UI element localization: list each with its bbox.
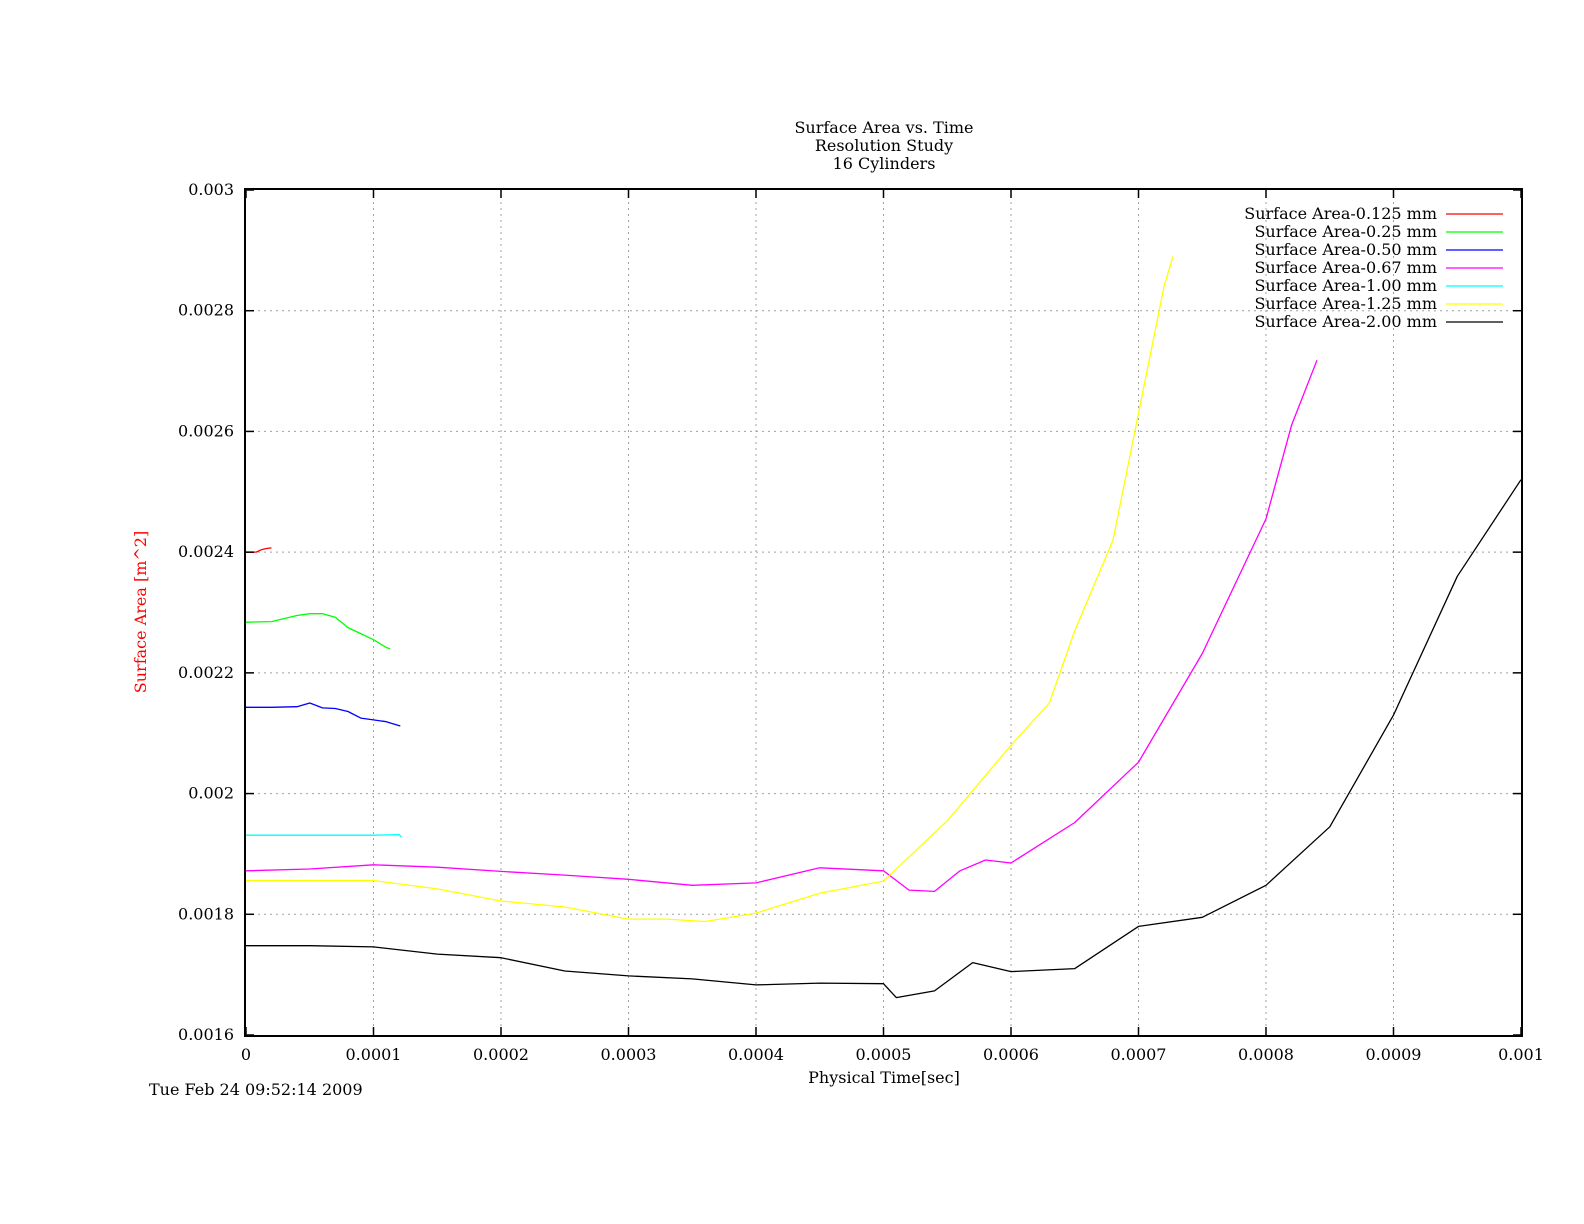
x-tick-label: 0.0002	[473, 1045, 529, 1064]
legend-entry-label: Surface Area-1.25 mm	[1254, 294, 1437, 313]
series-line-5	[246, 833, 402, 838]
timestamp: Tue Feb 24 09:52:14 2009	[149, 1080, 363, 1099]
legend-entry-label: Surface Area-1.00 mm	[1254, 276, 1437, 295]
series-line-7	[246, 479, 1522, 999]
y-tick-label: 0.0026	[178, 421, 234, 440]
x-tick-label: 0.0007	[1111, 1045, 1167, 1064]
x-tick-label: 0.0001	[346, 1045, 402, 1064]
legend-entry-label: Surface Area-0.50 mm	[1254, 240, 1437, 259]
chart-title-line-1: Surface Area vs. Time	[794, 118, 973, 137]
y-axis-label: Surface Area [m^2]	[131, 531, 150, 693]
legend-entry-label: Surface Area-0.25 mm	[1254, 222, 1437, 241]
x-tick-label: 0.0009	[1366, 1045, 1422, 1064]
x-axis-label: Physical Time[sec]	[808, 1068, 960, 1087]
series-line-6	[246, 256, 1174, 923]
x-tick-label: 0.0005	[856, 1045, 912, 1064]
y-tick-label: 0.002	[188, 784, 234, 803]
y-tick-label: 0.003	[188, 180, 234, 199]
tick-labels: 0 0.0001 0.0002 0.0003 0.0004 0.0005 0.0006 0.0…	[178, 180, 1544, 1064]
series-line-2	[245, 613, 391, 650]
y-tick-label: 0.0022	[178, 663, 234, 682]
plot-frame	[244, 188, 1523, 1037]
x-tick-label: 0.0004	[728, 1045, 784, 1064]
grid-lines	[246, 190, 1521, 1035]
y-tick-label: 0.0016	[178, 1025, 234, 1044]
chart-title-line-3: 16 Cylinders	[833, 154, 936, 173]
series-line-4	[245, 359, 1318, 893]
tick-marks	[245, 189, 1522, 1036]
y-tick-label: 0.0024	[178, 542, 234, 561]
x-tick-label: 0.0008	[1238, 1045, 1294, 1064]
x-tick-label: 0	[241, 1045, 251, 1064]
y-tick-label: 0.0028	[178, 301, 234, 320]
x-tick-label: 0.0003	[601, 1045, 657, 1064]
y-tick-label: 0.0018	[178, 904, 234, 923]
legend-entry-label: Surface Area-0.125 mm	[1244, 204, 1437, 223]
x-tick-label: 0.001	[1498, 1045, 1544, 1064]
legend-entry-label: Surface Area-0.67 mm	[1254, 258, 1437, 277]
x-tick-label: 0.0006	[983, 1045, 1039, 1064]
series-layer	[245, 256, 1522, 999]
legend-entry-label: Surface Area-2.00 mm	[1254, 312, 1437, 331]
series-line-3	[246, 702, 401, 727]
chart-title-line-2: Resolution Study	[815, 136, 953, 155]
